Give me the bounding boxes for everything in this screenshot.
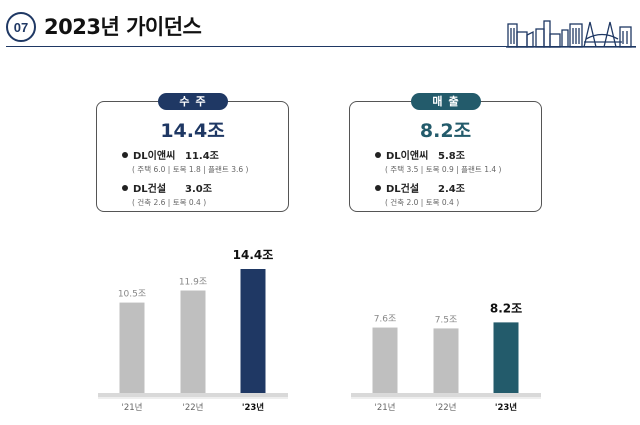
page-title: 2023년 가이던스 bbox=[44, 15, 202, 39]
chart-baseline bbox=[351, 393, 541, 397]
city-skyline-icon bbox=[506, 20, 636, 48]
chart-bar bbox=[240, 269, 266, 393]
row-detail: ( 주택 3.5 | 토목 0.9 | 플랜트 1.4 ) bbox=[385, 165, 502, 174]
row-name: DL건설 bbox=[386, 184, 420, 195]
orders-chart-svg: 10.5조 '21년 11.9조 '22년 14.4조 '23년 bbox=[98, 248, 288, 413]
row-value: 3.0조 bbox=[185, 184, 212, 195]
card-row: DL건설 2.4조 bbox=[375, 180, 465, 195]
chart-baseline-shadow bbox=[98, 397, 288, 399]
row-value: 11.4조 bbox=[185, 151, 219, 162]
card-row: DL건설 3.0조 bbox=[122, 180, 212, 195]
card-pill: 수주 bbox=[157, 93, 228, 110]
section-number-badge: 07 bbox=[6, 12, 36, 42]
chart-category-label: '22년 bbox=[436, 402, 457, 413]
row-value: 5.8조 bbox=[438, 151, 465, 162]
chart-value-label: 7.5조 bbox=[435, 315, 458, 325]
chart-bar bbox=[180, 290, 206, 393]
card-row: DL이앤씨 5.8조 bbox=[375, 147, 465, 162]
card-total: 8.2조 bbox=[419, 120, 472, 142]
row-detail: ( 주택 6.0 | 토목 1.8 | 플랜트 3.6 ) bbox=[132, 165, 249, 174]
sales-bar-chart: 7.6조 '21년 7.5조 '22년 8.2조 '23년 bbox=[349, 240, 544, 415]
card-pill: 매출 bbox=[410, 93, 481, 110]
bullet-icon bbox=[122, 185, 128, 191]
card-row: DL이앤씨 11.4조 bbox=[122, 147, 219, 162]
chart-category-label: '23년 bbox=[242, 402, 264, 413]
chart-category-label: '23년 bbox=[495, 402, 517, 413]
chart-value-label: 11.9조 bbox=[179, 278, 207, 288]
card-total: 14.4조 bbox=[160, 120, 225, 142]
row-detail: ( 건축 2.6 | 토목 0.4 ) bbox=[132, 198, 207, 207]
chart-bar bbox=[493, 322, 519, 393]
header-divider bbox=[6, 46, 636, 47]
chart-baseline-shadow bbox=[351, 397, 541, 399]
row-name: DL이앤씨 bbox=[133, 151, 176, 162]
row-detail: ( 건축 2.0 | 토목 0.4 ) bbox=[385, 198, 460, 207]
chart-bar bbox=[433, 328, 459, 393]
row-name: DL이앤씨 bbox=[386, 151, 429, 162]
page-header: 07 2023년 가이던스 bbox=[0, 0, 640, 50]
chart-value-label: 10.5조 bbox=[118, 290, 146, 300]
chart-value-label: 7.6조 bbox=[374, 315, 397, 325]
row-name: DL건설 bbox=[133, 184, 167, 195]
sales-chart-svg: 7.6조 '21년 7.5조 '22년 8.2조 '23년 bbox=[351, 301, 541, 413]
chart-value-label: 14.4조 bbox=[233, 248, 274, 262]
chart-category-label: '22년 bbox=[183, 402, 204, 413]
chart-category-label: '21년 bbox=[375, 402, 396, 413]
chart-value-label: 8.2조 bbox=[490, 301, 522, 315]
orders-summary-card: 수주 14.4조 DL이앤씨 11.4조 ( 주택 6.0 | 토목 1.8 | … bbox=[96, 93, 289, 212]
bullet-icon bbox=[122, 152, 128, 158]
chart-bar bbox=[372, 327, 398, 393]
chart-baseline bbox=[98, 393, 288, 397]
bullet-icon bbox=[375, 185, 381, 191]
chart-bar bbox=[119, 302, 145, 393]
bullet-icon bbox=[375, 152, 381, 158]
chart-category-label: '21년 bbox=[122, 402, 143, 413]
sales-summary-card: 매출 8.2조 DL이앤씨 5.8조 ( 주택 3.5 | 토목 0.9 | 플랜… bbox=[349, 93, 542, 212]
row-value: 2.4조 bbox=[438, 184, 465, 195]
orders-bar-chart: 10.5조 '21년 11.9조 '22년 14.4조 '23년 bbox=[96, 240, 291, 415]
